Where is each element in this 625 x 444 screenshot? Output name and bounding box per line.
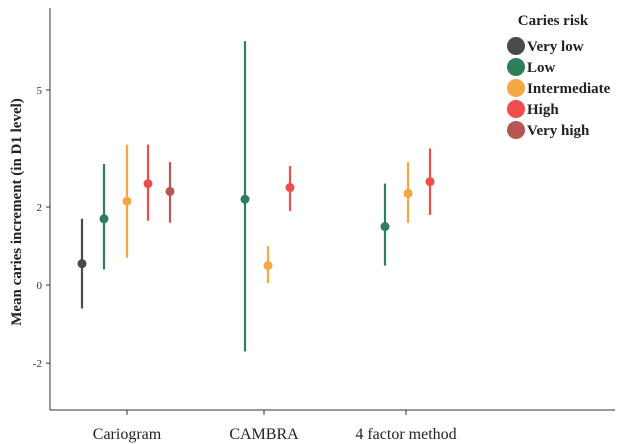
- error-bar-intermediate: [122, 144, 132, 258]
- y-ticks: -20258: [33, 85, 50, 370]
- mean-point: [425, 177, 435, 187]
- legend-label: Low: [527, 60, 556, 76]
- y-tick-label: 0: [37, 280, 43, 292]
- mean-point: [99, 214, 109, 224]
- legend-marker: [507, 100, 525, 118]
- legend-label: High: [527, 102, 559, 118]
- legend-marker: [507, 37, 525, 55]
- y-axis-title: Mean caries increment (in D1 level): [9, 98, 25, 326]
- x-tick-label: Cariogram: [93, 426, 162, 443]
- series-layer: [77, 41, 435, 352]
- error-bar-very-high: [165, 162, 175, 223]
- legend-title: Caries risk: [518, 13, 589, 29]
- legend: Caries risk Very lowLowIntermediateHighV…: [507, 13, 611, 139]
- x-tick-label: CAMBRA: [229, 426, 299, 443]
- error-bar-high: [285, 166, 295, 211]
- error-bar-very-low: [77, 218, 87, 309]
- error-bar-intermediate: [403, 162, 413, 223]
- mean-point: [77, 259, 87, 269]
- legend-items: Very low Low Intermediate High Very high: [507, 37, 611, 139]
- mean-point: [403, 188, 413, 198]
- y-tick-label: 2: [37, 202, 43, 214]
- mean-point: [143, 179, 153, 189]
- legend-item: Intermediate: [507, 79, 611, 97]
- error-bar-high: [143, 144, 153, 221]
- legend-item: Low: [507, 58, 556, 76]
- axes: [49, 8, 615, 411]
- error-bar-high: [425, 148, 435, 215]
- y-tick-label: -2: [33, 358, 42, 370]
- legend-label: Very high: [527, 123, 590, 139]
- error-bar-low: [380, 183, 390, 266]
- legend-label: Very low: [527, 39, 584, 55]
- legend-label: Intermediate: [527, 81, 611, 97]
- mean-point: [380, 222, 390, 232]
- legend-marker: [507, 58, 525, 76]
- error-bar-low: [99, 164, 109, 270]
- error-bar-intermediate: [263, 246, 273, 284]
- mean-point: [240, 194, 250, 204]
- y-tick-label: 5: [37, 85, 43, 97]
- mean-point: [285, 183, 295, 193]
- legend-item: Very low: [507, 37, 584, 55]
- legend-item: Very high: [507, 121, 590, 139]
- legend-marker: [507, 79, 525, 97]
- legend-marker: [507, 121, 525, 139]
- error-bar-low: [240, 41, 250, 352]
- legend-item: High: [507, 100, 559, 118]
- mean-point: [165, 186, 175, 196]
- mean-point: [263, 261, 273, 271]
- mean-point: [122, 196, 132, 206]
- x-tick-label: 4 factor method: [355, 426, 456, 443]
- x-ticks: Cariogram CAMBRA 4 factor method: [93, 410, 457, 443]
